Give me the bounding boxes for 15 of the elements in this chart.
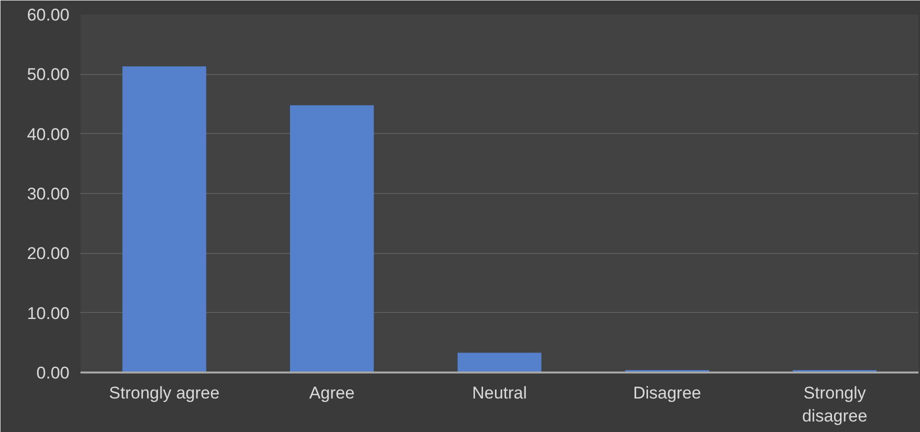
x-tick-label: Disagree — [633, 384, 702, 402]
y-tick-label: 40.00 — [26, 124, 70, 144]
x-tick-label: Neutral — [472, 384, 527, 402]
y-tick-label: 0.00 — [36, 364, 70, 382]
y-tick-label: 20.00 — [26, 244, 70, 264]
y-tick-label: 50.00 — [26, 65, 70, 84]
y-tick-label: 30.00 — [26, 184, 70, 204]
bar — [290, 105, 374, 372]
y-tick-label: 60.00 — [26, 6, 70, 24]
bar — [458, 352, 542, 372]
x-tick-label: Strongly disagree — [802, 384, 868, 426]
x-tick-label: Strongly agree — [109, 384, 220, 402]
x-tick-label: Agree — [309, 384, 355, 402]
y-tick-label: 10.00 — [26, 304, 70, 323]
bar — [122, 66, 206, 372]
